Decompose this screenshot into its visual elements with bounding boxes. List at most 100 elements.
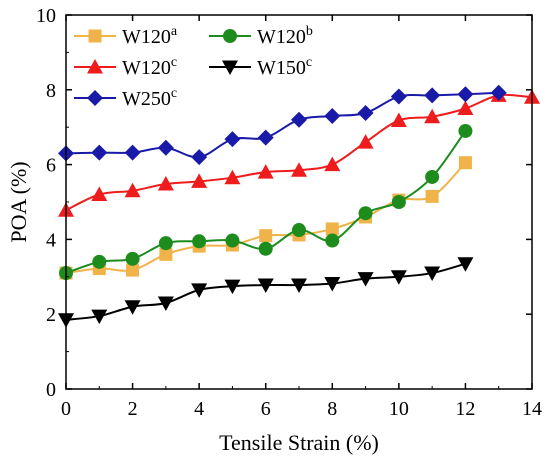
legend-label: W250c xyxy=(122,86,177,110)
data-point xyxy=(490,84,507,101)
x-axis-title: Tensile Strain (%) xyxy=(219,430,379,455)
data-point xyxy=(224,131,241,148)
data-point xyxy=(125,251,140,266)
data-point xyxy=(391,195,406,209)
legend-label: W120b xyxy=(257,24,313,48)
x-tick-label: 10 xyxy=(389,398,409,420)
data-point xyxy=(424,87,441,104)
legend-marker xyxy=(88,29,102,43)
data-point xyxy=(357,104,374,121)
axes-layer: 0 2 4 6 8 10 12 14 0 2 4 6 8 10 Tensile Strain (%) POA … xyxy=(6,5,542,455)
data-point xyxy=(291,111,307,128)
y-tick-label: 2 xyxy=(46,304,56,326)
series-4-w250c xyxy=(58,84,507,166)
data-point xyxy=(390,88,407,105)
data-point xyxy=(191,283,208,298)
data-point xyxy=(224,169,241,185)
data-point xyxy=(457,257,474,272)
y-tick-label: 4 xyxy=(46,229,56,251)
x-tick-label: 6 xyxy=(261,398,271,420)
data-point xyxy=(124,300,141,315)
data-point xyxy=(325,233,340,248)
series-1-w120b xyxy=(59,123,473,281)
data-point xyxy=(425,189,439,203)
data-point xyxy=(325,222,339,236)
data-point xyxy=(357,134,374,149)
data-point xyxy=(158,236,173,251)
legend-label: W150c xyxy=(257,55,312,79)
legend-label-base: W120 xyxy=(257,26,306,48)
y-tick-label: 6 xyxy=(46,155,56,177)
legend-entry-w120b: W120b xyxy=(209,24,313,48)
legend-label-base: W250 xyxy=(122,88,171,110)
y-tick-label: 8 xyxy=(46,80,56,102)
legend-entry-w120c: W120c xyxy=(74,55,177,79)
data-point xyxy=(157,296,174,311)
data-point xyxy=(457,100,474,115)
data-point xyxy=(292,223,306,238)
x-tick-label: 2 xyxy=(128,398,138,420)
legend-label: W120a xyxy=(122,24,178,48)
data-point xyxy=(124,182,141,198)
y-tick-label: 10 xyxy=(36,5,56,27)
data-point xyxy=(324,156,341,172)
data-point xyxy=(458,123,473,138)
data-point xyxy=(92,254,107,269)
data-point xyxy=(291,162,307,177)
data-point xyxy=(91,186,108,202)
x-tick-label: 4 xyxy=(194,398,204,420)
legend-label-superscript: c xyxy=(171,55,177,70)
data-point xyxy=(191,149,208,166)
legend-marker xyxy=(222,60,238,75)
series-3-w150c xyxy=(58,257,474,328)
x-tick-label: 14 xyxy=(522,398,542,420)
data-point xyxy=(390,270,407,285)
data-point xyxy=(291,278,307,294)
data-point xyxy=(390,112,407,127)
data-point xyxy=(424,108,441,124)
data-point xyxy=(457,86,474,103)
data-point xyxy=(157,139,174,156)
x-tick-label: 12 xyxy=(455,398,475,420)
data-point xyxy=(257,164,274,179)
data-point xyxy=(259,229,273,243)
x-tick-label: 0 xyxy=(61,398,71,420)
legend-entry-w150c: W150c xyxy=(209,55,312,79)
data-point xyxy=(192,234,207,249)
data-point xyxy=(324,277,341,292)
data-point xyxy=(358,206,373,221)
data-point xyxy=(257,278,274,294)
data-point xyxy=(458,156,472,170)
data-point xyxy=(225,233,240,248)
series-2-w120c xyxy=(58,87,540,217)
data-point xyxy=(258,241,273,256)
y-tick-label: 0 xyxy=(46,379,56,401)
legend-entry-w250c: W250c xyxy=(74,86,177,110)
data-point xyxy=(424,266,441,282)
legend-label-superscript: c xyxy=(306,55,312,70)
data-point xyxy=(224,279,241,295)
data-point xyxy=(357,272,374,287)
data-point xyxy=(157,176,174,191)
data-point xyxy=(324,107,341,124)
series-layer xyxy=(58,84,540,328)
data-point xyxy=(425,169,440,184)
series-line xyxy=(65,162,467,275)
legend-label-base: W120 xyxy=(122,57,171,79)
legend-label-base: W120 xyxy=(122,26,171,48)
legend-label: W120c xyxy=(122,55,177,79)
legend-label-base: W150 xyxy=(257,57,306,79)
x-tick-label: 8 xyxy=(327,398,337,420)
data-point xyxy=(126,263,140,277)
legend-entry-w120a: W120a xyxy=(74,24,178,48)
legend-label-superscript: a xyxy=(171,24,178,39)
data-point xyxy=(91,309,108,325)
legend-label-superscript: c xyxy=(171,86,177,101)
legend-label-superscript: b xyxy=(306,24,313,39)
data-point xyxy=(124,144,141,161)
data-point xyxy=(159,247,173,261)
y-axis-title: POA (%) xyxy=(6,161,31,242)
legend-marker xyxy=(87,59,103,74)
